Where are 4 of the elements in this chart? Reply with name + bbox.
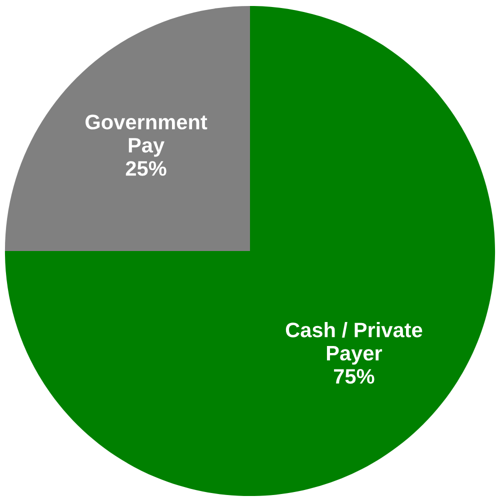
slice-label: Cash / Private Payer [286,322,422,365]
data-label: 25% [126,161,166,176]
data-label: 75% [334,369,374,384]
slice-label: Government Pay [86,114,208,157]
